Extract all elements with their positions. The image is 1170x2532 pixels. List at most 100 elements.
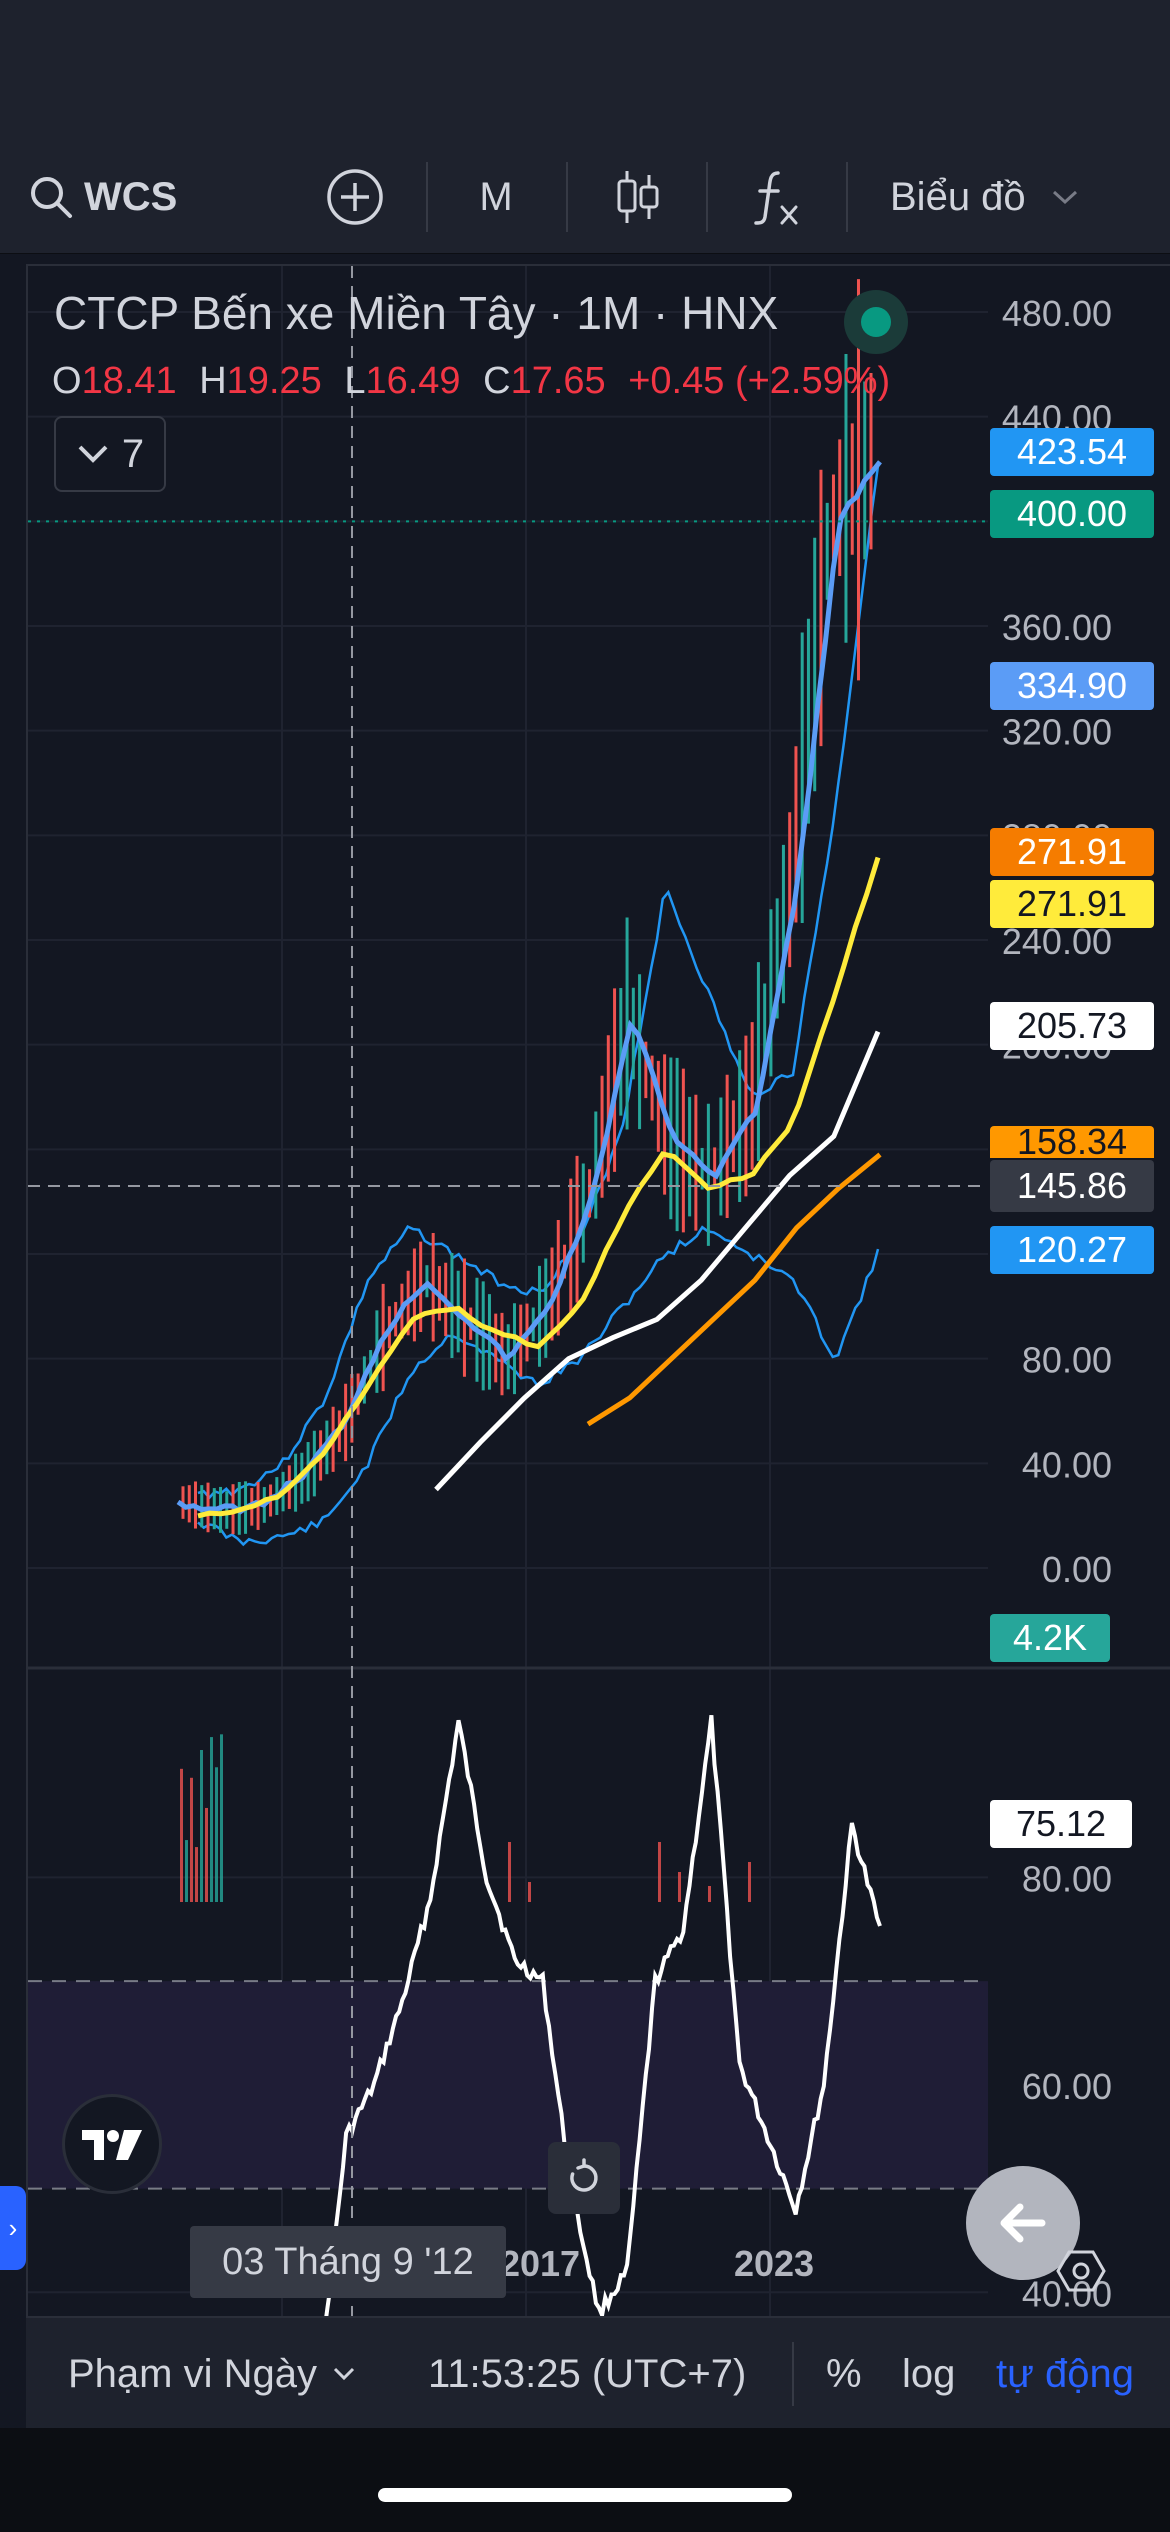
- indicators-toggle-button[interactable]: 7: [54, 416, 166, 492]
- price-badge-ma-orange: 271.91: [990, 828, 1154, 876]
- ma-white-line: [434, 1030, 881, 1492]
- candlestick-icon: [617, 171, 659, 223]
- ma-orange-line: [586, 1152, 882, 1427]
- rsi-badge: 75.12: [990, 1800, 1132, 1848]
- percent-label: %: [826, 2351, 862, 2396]
- price-tick-label: 40.00: [1022, 1444, 1112, 1485]
- tradingview-logo-icon: [82, 2130, 142, 2160]
- crosshair-date-label: 03 Tháng 9 '12: [190, 2226, 506, 2298]
- volume-bar: [200, 1750, 203, 1902]
- close-value: 17.65: [510, 360, 606, 402]
- volume-badge: 4.2K: [990, 1614, 1110, 1662]
- price-badge-bb-upper: 423.54: [990, 428, 1154, 476]
- ma-blue-line: [176, 460, 882, 1515]
- price-tick-label: 360.00: [1002, 607, 1112, 648]
- price-badge-ma-long: 158.34: [990, 1126, 1154, 1158]
- toolbar-divider: [706, 162, 708, 232]
- function-icon: [754, 171, 798, 225]
- add-symbol-button[interactable]: [322, 140, 388, 254]
- low-label: L: [344, 360, 366, 402]
- indicator-count: 7: [121, 431, 145, 476]
- volume-bar: [708, 1886, 711, 1902]
- rsi-tick-label: 40.00: [1022, 2273, 1112, 2314]
- home-indicator[interactable]: [378, 2488, 792, 2502]
- chart-title: CTCP Bến xe Miền Tây · 1M · HNX: [54, 287, 779, 339]
- chart-layout-label: Biểu đồ: [890, 174, 1026, 219]
- volume-bar: [528, 1882, 531, 1902]
- bottom-divider: [792, 2342, 794, 2406]
- price-tick-label: 480.00: [1002, 293, 1112, 334]
- log-toggle[interactable]: log: [902, 2318, 955, 2430]
- bollinger-upper-line: [197, 465, 880, 1500]
- open-value: 18.41: [81, 360, 177, 402]
- reset-icon: [570, 2158, 598, 2192]
- timezone-clock[interactable]: 11:53:25 (UTC+7): [428, 2318, 746, 2430]
- side-panel-handle[interactable]: ›: [0, 2186, 26, 2270]
- moving-averages: [28, 460, 988, 1519]
- ma-yellow-line: [197, 856, 881, 1519]
- high-value: 19.25: [226, 360, 322, 402]
- high-label: H: [199, 360, 227, 402]
- rsi-tick-label: 60.00: [1022, 2066, 1112, 2107]
- arrow-left-icon: [1000, 2203, 1046, 2243]
- ohlc-legend: O18.41 H19.25 L16.49 C17.65 +0.45 (+2.59…: [52, 360, 902, 403]
- rsi-band: [28, 1980, 988, 2190]
- rsi-line: [324, 1714, 882, 2318]
- chart-layout-dropdown[interactable]: Biểu đồ: [890, 140, 1120, 254]
- home-area: [0, 2428, 1170, 2532]
- price-tick-label: 320.00: [1002, 712, 1112, 753]
- low-value: 16.49: [365, 360, 461, 402]
- percent-toggle[interactable]: %: [826, 2318, 862, 2430]
- market-status-icon: [844, 290, 908, 354]
- volume-bar: [195, 1847, 198, 1902]
- time-axis: 2017 2023: [500, 2243, 814, 2284]
- change-value: +0.45 (+2.59%): [628, 360, 891, 402]
- volume-bar: [508, 1842, 511, 1902]
- interval-label: M: [479, 174, 513, 219]
- price-candles: [181, 279, 873, 1535]
- price-badge-crosshair: 145.86: [990, 1160, 1154, 1212]
- tradingview-logo[interactable]: [62, 2094, 162, 2194]
- settings-icon[interactable]: [1056, 2246, 1106, 2296]
- auto-scale-toggle[interactable]: tự động: [996, 2318, 1134, 2430]
- reset-chart-button[interactable]: [548, 2142, 620, 2214]
- volume-bar: [190, 1777, 193, 1902]
- plus-circle-icon: [327, 169, 383, 225]
- rsi-tick-label: 80.00: [1022, 1858, 1112, 1899]
- volume-bar: [748, 1862, 751, 1902]
- price-badge-last: 400.00: [990, 490, 1154, 538]
- chevron-down-icon: [1052, 190, 1077, 205]
- volume-bar: [678, 1872, 681, 1902]
- price-badge-ma-blue: 334.90: [990, 662, 1154, 710]
- chart-style-button[interactable]: [596, 140, 680, 254]
- volume-bar: [658, 1842, 661, 1902]
- time-tick-label: 2017: [500, 2243, 580, 2284]
- rsi-line-path: [324, 1714, 882, 2318]
- price-badge-bb-lower: 120.27: [990, 1226, 1154, 1274]
- price-badge-ma-white: 205.73: [990, 1002, 1154, 1050]
- price-axis: 480.00440.00360.00320.00280.00240.00200.…: [1002, 293, 1112, 2314]
- open-label: O: [52, 360, 82, 402]
- date-range-label: Phạm vi Ngày: [68, 2351, 317, 2396]
- scroll-to-realtime-button[interactable]: [966, 2166, 1080, 2280]
- top-toolbar: WCS M Biểu đồ: [0, 140, 1170, 254]
- search-icon: [31, 177, 72, 218]
- crosshair: [28, 266, 988, 2318]
- indicators-button[interactable]: [734, 140, 818, 254]
- chart-panel[interactable]: 480.00440.00360.00320.00280.00240.00200.…: [26, 264, 1170, 2428]
- chart-canvas[interactable]: 480.00440.00360.00320.00280.00240.00200.…: [28, 266, 1170, 2318]
- symbol-search[interactable]: WCS: [28, 140, 198, 254]
- price-tick-label: 0.00: [1042, 1549, 1112, 1590]
- interval-button[interactable]: M: [446, 140, 546, 254]
- symbol-label: WCS: [84, 174, 178, 219]
- status-bar: [0, 0, 1170, 140]
- rsi-band-fill: [28, 1981, 988, 2189]
- chevron-right-icon: ›: [8, 2212, 18, 2243]
- volume-bar: [205, 1807, 208, 1902]
- volume-bar: [185, 1840, 188, 1902]
- volume-bar: [180, 1768, 183, 1902]
- time-tick-label: 2023: [734, 2243, 814, 2284]
- date-range-dropdown[interactable]: Phạm vi Ngày: [68, 2318, 357, 2430]
- price-badge-ma-yellow: 271.91: [990, 880, 1154, 928]
- toolbar-divider: [566, 162, 568, 232]
